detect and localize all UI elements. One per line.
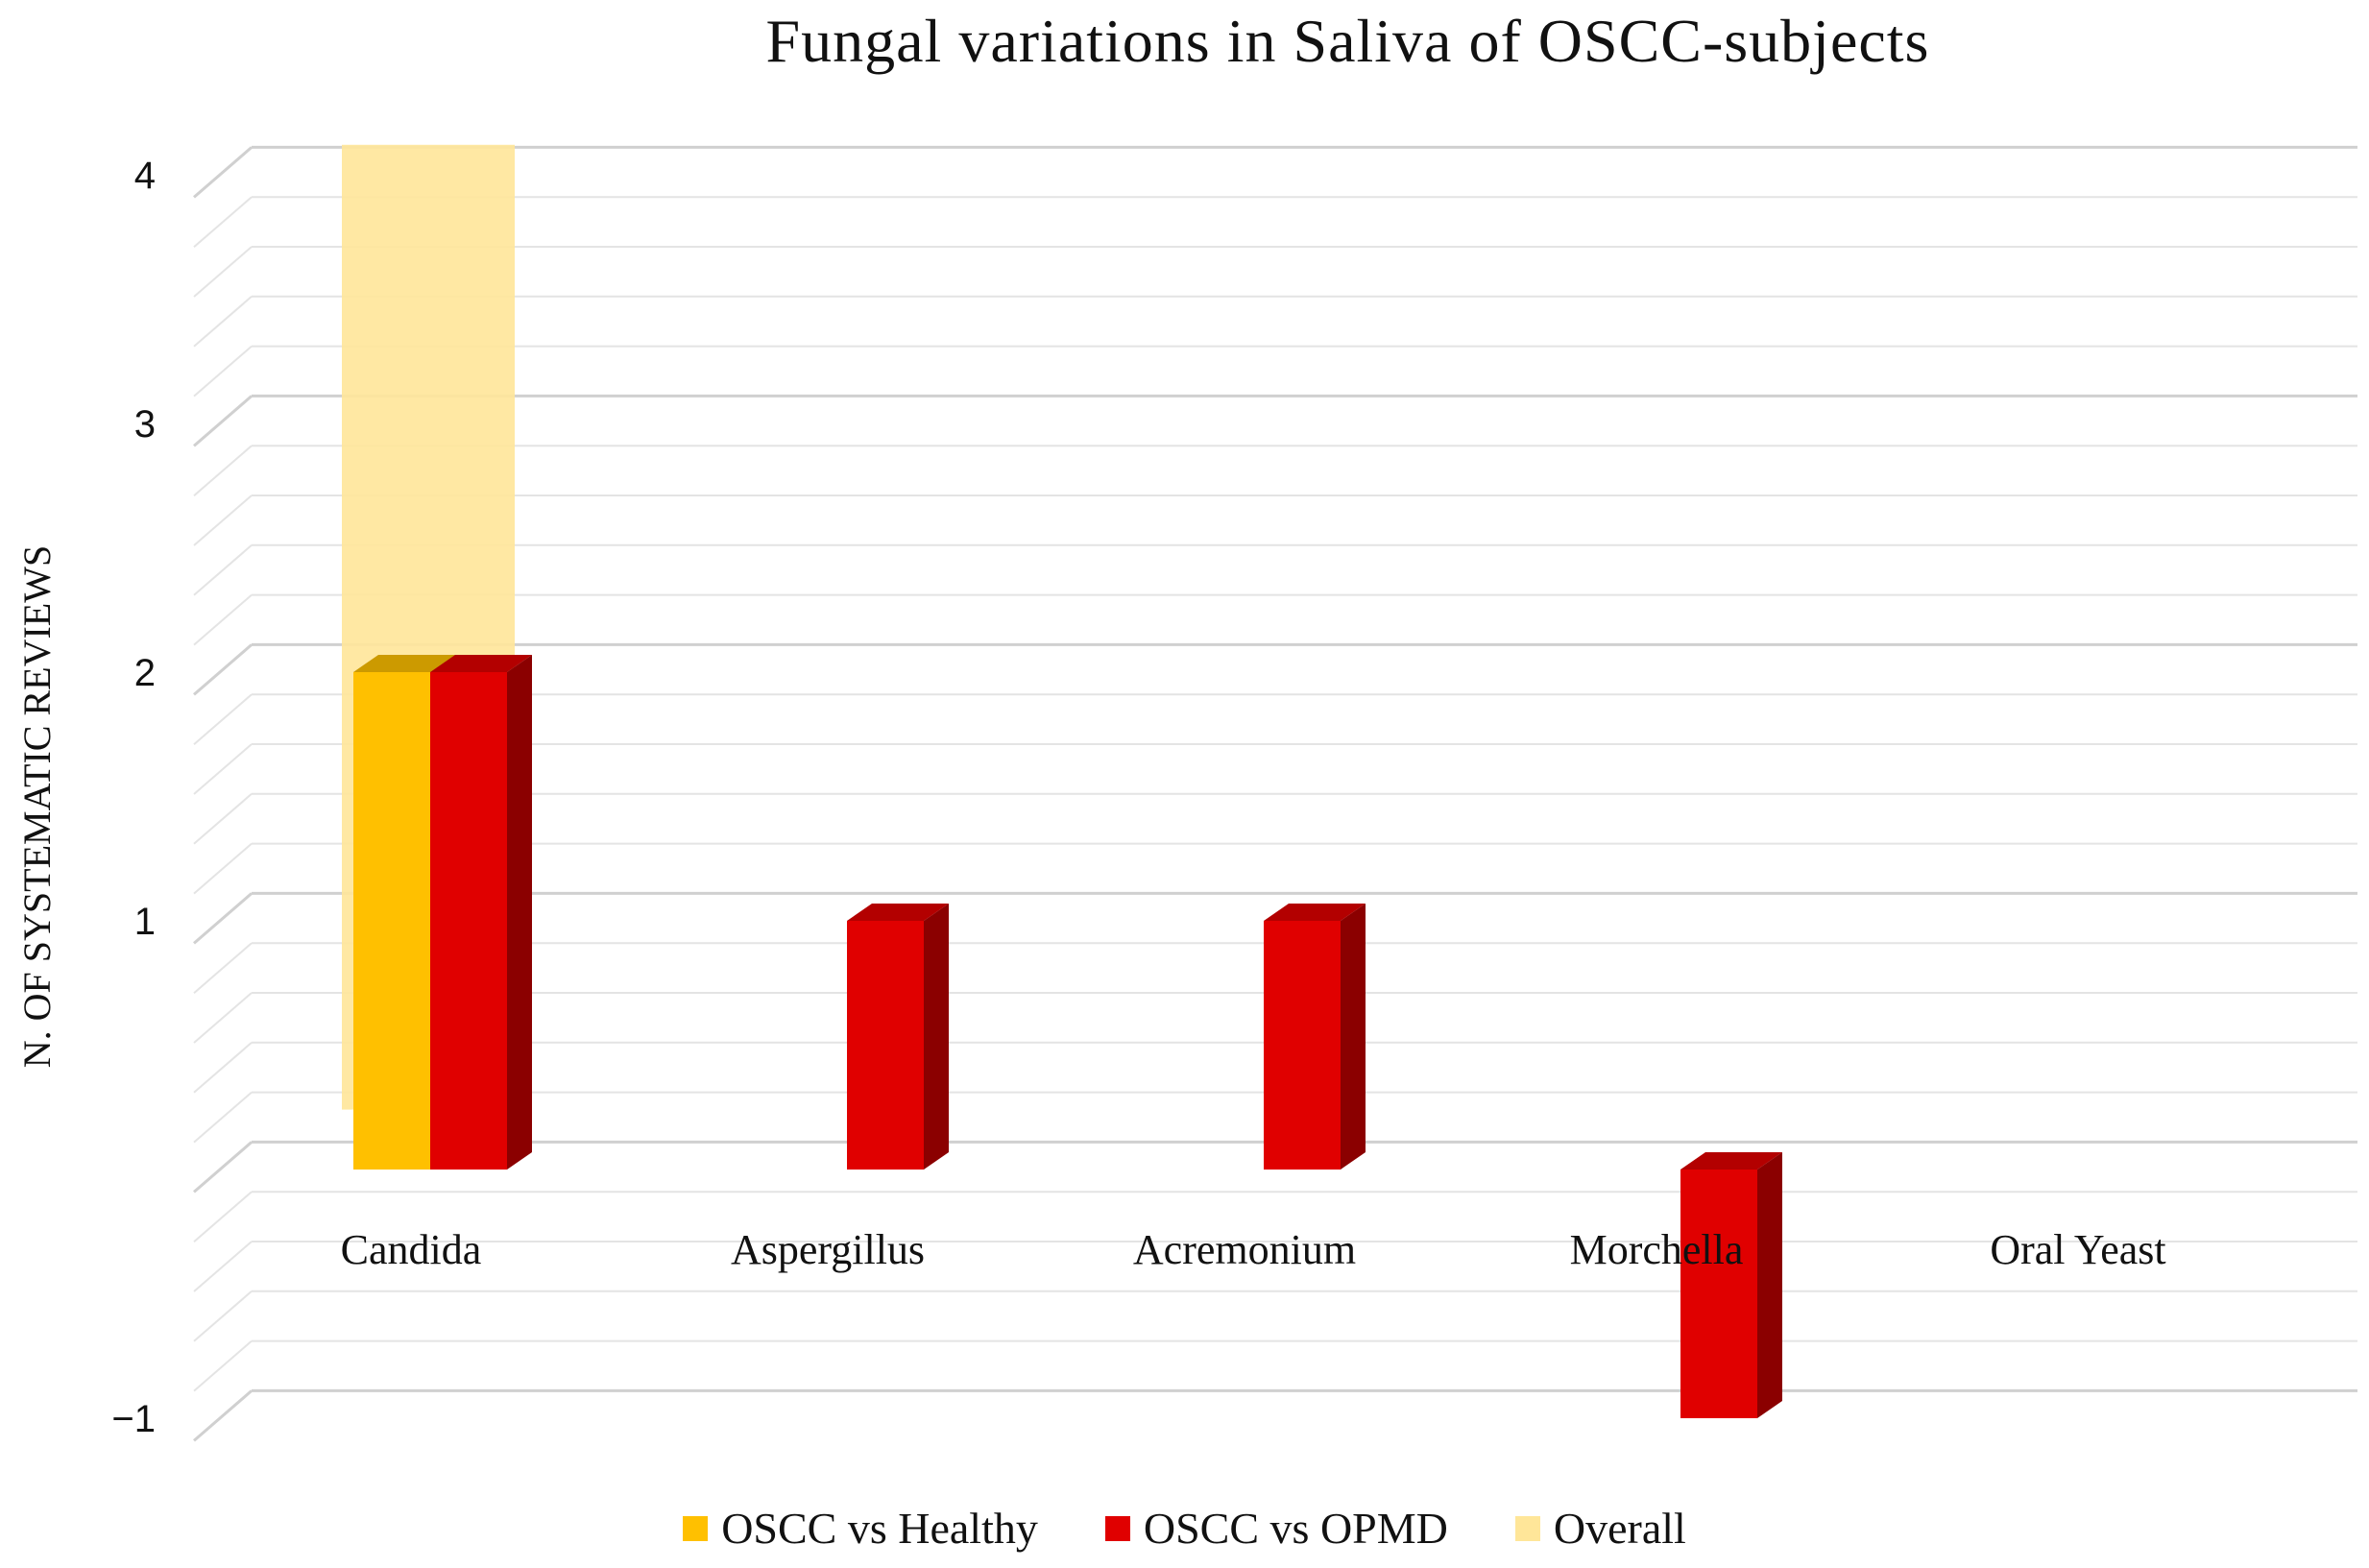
gridline-depth (193, 1339, 253, 1392)
y-tick-label: 3 (134, 403, 156, 446)
gridline-depth (193, 495, 253, 546)
chart-legend: OSCC vs Healthy OSCC vs OPMD Overall (0, 1503, 2369, 1554)
bar-oscc-vs-opmd-candida (430, 655, 532, 1170)
gridline-depth (193, 544, 253, 596)
gridline-depth (193, 743, 253, 795)
gridline-depth (193, 1389, 253, 1442)
gridline-depth (193, 246, 253, 298)
gridline-depth (193, 1091, 253, 1144)
gridline-depth (193, 395, 253, 447)
gridline-depth (193, 593, 253, 646)
legend-swatch (683, 1515, 709, 1541)
y-tick-label: −1 (111, 1398, 156, 1440)
x-tick-label-aspergillus: Aspergillus (731, 1226, 925, 1273)
y-axis-label: N. OF SYSTEMATIC REVIEWS (15, 545, 59, 1068)
gridline-depth (193, 196, 253, 248)
gridline-depth (193, 1141, 253, 1194)
gridline-depth (193, 992, 253, 1044)
bar-oscc-vs-opmd-morchella (1680, 1152, 1782, 1418)
gridline-depth (193, 1191, 253, 1242)
gridline-depth (193, 345, 253, 398)
gridline-depth (193, 1241, 253, 1292)
legend-label: OSCC vs OPMD (1143, 1504, 1448, 1553)
x-tick-label-candida: Candida (341, 1226, 482, 1273)
gridline-depth (193, 146, 253, 199)
y-tick-label: 1 (134, 901, 156, 943)
gridline-depth (193, 693, 253, 745)
legend-swatch (1514, 1515, 1540, 1541)
legend-label: Overall (1553, 1504, 1686, 1553)
bar-oscc-vs-opmd-acremonium (1264, 904, 1366, 1170)
y-tick-label: 2 (134, 652, 156, 694)
legend-swatch (1104, 1515, 1130, 1541)
x-tick-label-acremonium: Acremonium (1133, 1226, 1356, 1273)
gridline-depth (193, 942, 253, 994)
chart-title: Fungal variations in Saliva of OSCC-subj… (765, 7, 1930, 75)
gridline-depth (193, 793, 253, 845)
bar-oscc-vs-opmd-aspergillus (847, 904, 949, 1170)
y-tick-label: 4 (134, 155, 156, 197)
gridline-depth (193, 445, 253, 496)
gridline-depth (193, 296, 253, 348)
legend-label: OSCC vs Healthy (721, 1504, 1038, 1553)
legend-item-overall: Overall (1514, 1503, 1686, 1554)
gridline-depth (193, 1291, 253, 1342)
x-tick-label-morchella: Morchella (1570, 1226, 1744, 1273)
legend-item-oscc-vs-opmd: OSCC vs OPMD (1104, 1503, 1448, 1554)
gridline-depth (193, 1042, 253, 1094)
legend-item-oscc-vs-healthy: OSCC vs Healthy (683, 1503, 1038, 1554)
gridline-depth (193, 842, 253, 895)
gridline-depth (193, 643, 253, 696)
x-tick-label-oral-yeast: Oral Yeast (1990, 1226, 2165, 1273)
gridline-depth (193, 892, 253, 945)
